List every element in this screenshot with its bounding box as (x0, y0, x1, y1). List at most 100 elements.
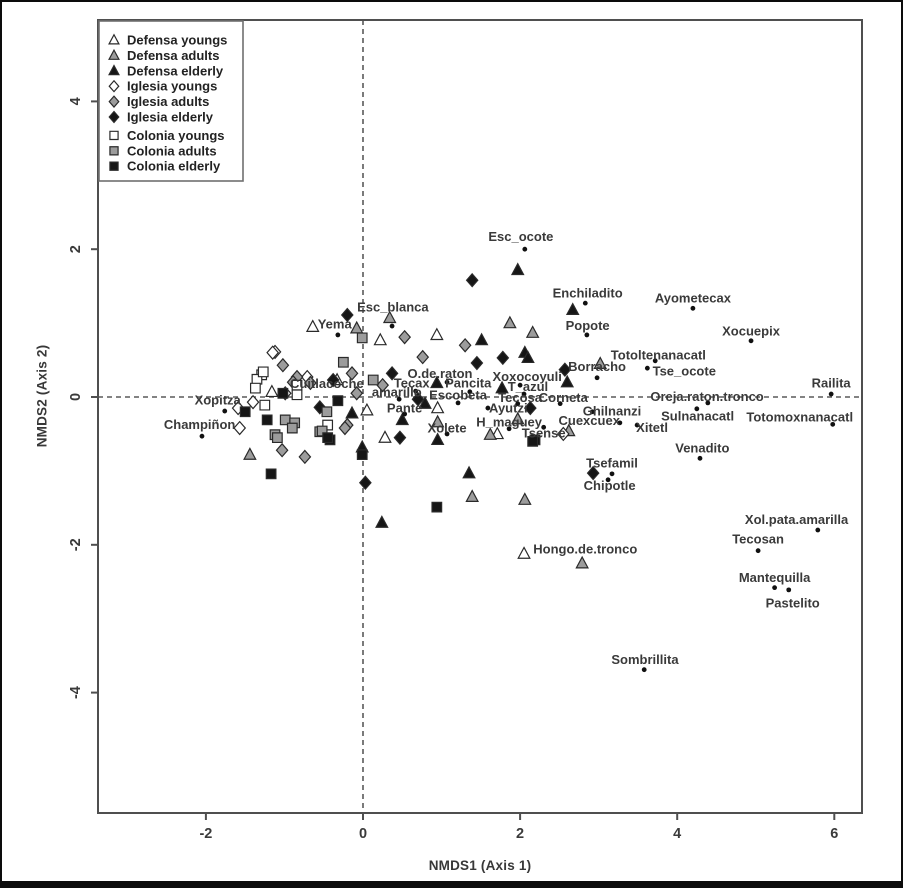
sample-point-white-diamond (556, 426, 570, 442)
sample-point-gray-triangle (518, 492, 532, 505)
species-label: Tecosa (498, 390, 543, 405)
legend-item-label: Colonia adults (127, 143, 217, 158)
sample-point-black-diamond (385, 366, 399, 381)
species-label: Pante (387, 401, 422, 416)
species-label: Tse_ocote (653, 364, 716, 379)
sample-point-black-triangle (345, 405, 359, 419)
species-label: Tecosan (732, 531, 784, 546)
sample-point-gray-diamond (458, 337, 472, 353)
sample-point-gray-triangle (525, 325, 540, 338)
sample-point-black-triangle (418, 396, 432, 409)
species-label: Yema (318, 316, 353, 331)
species-label: Totomoxnanacatl (746, 409, 853, 424)
legend-item-label: Iglesia adults (127, 94, 209, 109)
species-point-dot (557, 401, 563, 407)
sample-point-black-triangle (375, 515, 389, 528)
y-tick-label: -4 (68, 686, 84, 699)
sample-point-white-diamond (246, 394, 260, 410)
sample-point-white-triangle (305, 319, 320, 332)
sample-point-gray-square (337, 356, 349, 368)
legend-symbol-white-diamond (108, 79, 120, 93)
sample-point-black-triangle (560, 374, 575, 388)
species-label: Popote (566, 318, 610, 333)
species-label: Enchiladito (553, 285, 623, 300)
y-tick-label: 4 (68, 97, 84, 105)
species-label: Railita (812, 375, 852, 390)
species-point-dot (815, 527, 821, 533)
sample-point-white-triangle (430, 400, 445, 414)
species-point-dot (828, 391, 834, 397)
species-label: T_azul (508, 379, 548, 394)
species-label: Xoxocoyuli (492, 369, 561, 384)
species-point-dot (396, 396, 402, 402)
sample-point-black-square (332, 395, 344, 407)
species-label: Borracho (568, 359, 626, 374)
legend-item-label: Defensa adults (127, 48, 219, 63)
species-label: Escobeta (429, 387, 488, 402)
species-label: Xopitza (195, 392, 242, 407)
species-label: Oreja.raton.tronco (650, 389, 763, 404)
sample-point-black-diamond (393, 430, 407, 445)
species-point-dot (335, 332, 341, 338)
sample-point-white-triangle (517, 546, 531, 559)
legend-symbol-gray-triangle (108, 48, 120, 60)
species-point-dot (786, 587, 792, 593)
y-tick-label: -2 (68, 538, 84, 551)
sample-point-black-diamond (411, 391, 425, 407)
sample-point-gray-triangle (503, 315, 517, 329)
sample-point-gray-triangle (575, 555, 589, 569)
legend-symbol-black-diamond (108, 110, 120, 124)
sample-point-black-square (277, 387, 289, 399)
species-point-dot (199, 433, 205, 439)
species-point-dot (617, 420, 623, 426)
x-tick-label: -2 (199, 826, 212, 842)
sample-point-gray-diamond (416, 349, 430, 365)
legend-symbol-gray-square (109, 146, 119, 156)
sample-point-black-triangle (462, 465, 476, 479)
sample-point-white-triangle (378, 430, 392, 443)
species-point-dot (641, 667, 647, 673)
species-label: Ayometecax (655, 290, 732, 305)
sample-point-white-square (259, 399, 271, 411)
sample-point-gray-triangle (382, 310, 397, 324)
sample-point-white-triangle (430, 327, 444, 341)
sample-point-white-triangle (265, 384, 279, 398)
sample-point-white-diamond (266, 345, 280, 360)
species-point-dot (444, 431, 450, 437)
sample-point-gray-triangle (349, 320, 364, 334)
y-tick-label: 2 (68, 245, 84, 253)
sample-point-gray-square (356, 332, 368, 344)
species-point-dot (705, 400, 711, 406)
species-point-dot (694, 406, 700, 412)
species-label: Cuitlacoche (290, 376, 364, 391)
species-label: amarillo (372, 384, 422, 399)
sample-point-gray-triangle (243, 447, 257, 460)
x-tick-label: 2 (516, 826, 524, 842)
sample-point-gray-diamond (298, 449, 312, 465)
legend-item-label: Iglesia elderly (127, 110, 214, 125)
species-label: Hongo.de.tronco (533, 542, 637, 557)
sample-point-gray-diamond (303, 375, 317, 391)
sample-point-black-diamond (326, 372, 340, 388)
species-point-dot (652, 358, 658, 364)
species-point-dot (609, 471, 615, 477)
legend-item-label: Colonia elderly (127, 159, 221, 174)
sample-point-gray-diamond (398, 329, 412, 345)
species-point-dot (517, 382, 523, 388)
species-label: Pancita (445, 375, 492, 390)
species-point-dot (755, 548, 761, 554)
sample-point-gray-square (321, 406, 333, 418)
species-point-dot (485, 405, 491, 411)
sample-point-black-square (431, 501, 443, 513)
species-label: Cuexcuex (559, 413, 621, 428)
sample-point-gray-diamond (275, 442, 289, 458)
sample-point-black-triangle (430, 375, 444, 389)
sample-point-white-square (257, 366, 269, 378)
species-point-dot (389, 323, 395, 329)
sample-point-black-square (322, 432, 334, 444)
legend-item-label: Defensa youngs (127, 33, 227, 48)
species-point-dot (644, 365, 650, 371)
species-point-dot (584, 332, 590, 338)
sample-point-gray-diamond (376, 377, 390, 393)
